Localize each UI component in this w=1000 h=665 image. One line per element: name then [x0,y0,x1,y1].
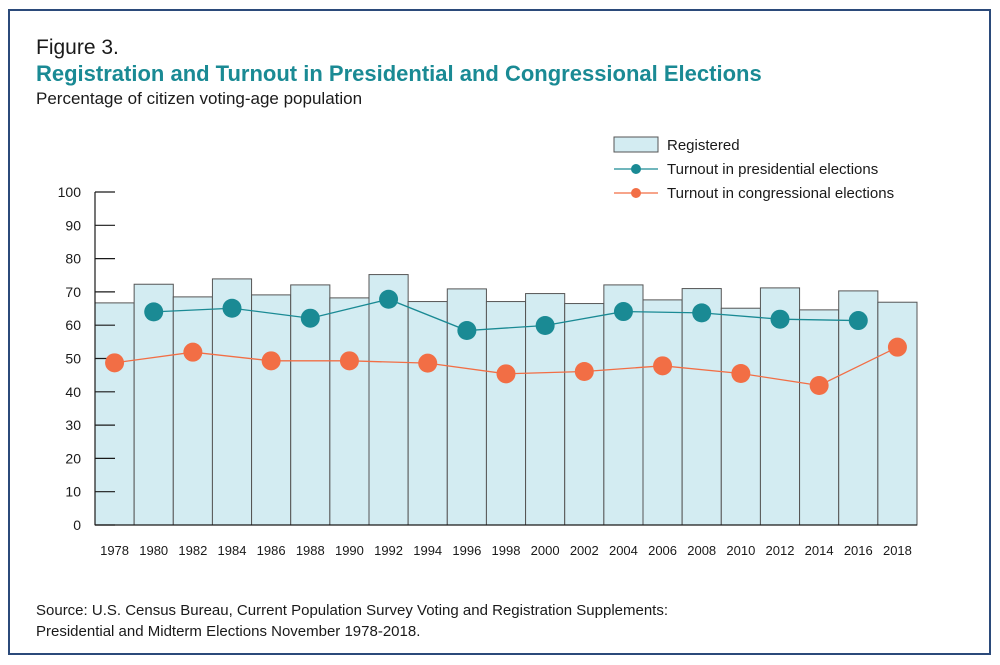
x-tick-label-1996: 1996 [452,543,481,558]
source-line-1: Source: U.S. Census Bureau, Current Popu… [36,602,669,619]
x-tick-label-2012: 2012 [766,543,795,558]
presidential-point-2008 [692,303,712,323]
y-tick-label-0: 0 [73,517,81,533]
x-tick-label-2000: 2000 [531,543,560,558]
presidential-point-2012 [770,309,790,329]
presidential-point-2004 [613,302,633,322]
bar-registered-2018 [877,301,918,526]
x-tick-label-2018: 2018 [883,543,912,558]
x-tick-label-1988: 1988 [296,543,325,558]
presidential-point-1996 [457,321,477,341]
y-tick-label-10: 10 [65,484,81,500]
bar-registered-2006 [642,299,683,526]
congressional-point-2006 [653,356,673,376]
x-tick-label-1994: 1994 [413,543,442,558]
x-tick-label-2010: 2010 [726,543,755,558]
legend: Registered Turnout in presidential elect… [613,136,894,202]
source-note: Source: U.S. Census Bureau, Current Popu… [36,600,668,642]
legend-swatch-registered [613,136,659,153]
congressional-series [105,337,907,395]
legend-label-presidential: Turnout in presidential elections [667,161,878,178]
legend-label-registered: Registered [667,137,740,154]
x-tick-label-1986: 1986 [257,543,286,558]
congressional-point-1998 [496,364,516,384]
presidential-point-1988 [300,308,320,328]
x-tick-label-1990: 1990 [335,543,364,558]
bar-registered-1980 [133,283,174,526]
y-tick-label-70: 70 [65,284,81,300]
chart-subtitle: Percentage of citizen voting-age populat… [36,89,363,108]
presidential-point-1992 [379,289,399,309]
x-tick-label-2016: 2016 [844,543,873,558]
congressional-point-2018 [887,337,907,357]
bar-registered-1992 [368,274,409,526]
y-tick-label-20: 20 [65,450,81,466]
x-tick-label-1992: 1992 [374,543,403,558]
congressional-point-1986 [261,351,281,371]
y-tick-label-90: 90 [65,217,81,233]
presidential-point-2000 [535,316,555,336]
congressional-point-1990 [339,351,359,371]
presidential-series [144,289,868,341]
x-tick-label-2006: 2006 [648,543,677,558]
x-tick-label-2014: 2014 [805,543,834,558]
figure-label: Figure 3. [36,36,119,59]
y-tick-label-50: 50 [65,351,81,367]
legend-label-congressional: Turnout in congressional elections [667,185,894,202]
y-axis: 0 10 20 30 40 50 60 70 80 90 100 [58,184,917,533]
y-tick-label-100: 100 [58,184,82,200]
bar-registered-1998 [485,301,527,526]
y-tick-label-30: 30 [65,417,81,433]
congressional-point-2010 [731,363,751,383]
bar-registered-1990 [329,297,370,526]
y-tick-label-80: 80 [65,251,81,267]
bar-registered-1982 [172,296,213,526]
congressional-point-1994 [418,353,438,373]
presidential-point-1984 [222,298,242,318]
presidential-point-2016 [848,311,868,331]
y-tick-label-60: 60 [65,317,81,333]
legend-marker-congressional [631,188,641,198]
x-tick-label-1998: 1998 [492,543,521,558]
x-axis-labels: 1978 1980 1982 1984 1986 1988 1990 1992 1994 1996… [100,543,912,558]
source-line-2: Presidential and Midterm Elections Novem… [36,623,421,640]
congressional-point-2002 [574,361,594,381]
x-tick-label-2002: 2002 [570,543,599,558]
congressional-point-1982 [183,342,203,362]
x-tick-label-2008: 2008 [687,543,716,558]
bar-registered-2002 [564,303,605,526]
chart-title: Registration and Turnout in Presidential… [36,61,762,86]
x-tick-label-1984: 1984 [218,543,247,558]
x-tick-label-1980: 1980 [139,543,168,558]
bars-layer [94,274,918,526]
x-tick-label-2004: 2004 [609,543,638,558]
presidential-line [153,298,859,332]
bar-registered-2010 [720,307,761,526]
congressional-point-1978 [105,353,125,373]
bar-registered-1986 [251,294,292,526]
y-tick-label-40: 40 [65,384,81,400]
x-tick-label-1978: 1978 [100,543,129,558]
x-tick-label-1982: 1982 [178,543,207,558]
legend-marker-presidential [631,164,641,174]
bar-registered-2014 [799,309,840,526]
congressional-point-2014 [809,375,829,395]
bar-registered-2008 [681,288,722,526]
presidential-point-1980 [144,302,164,322]
bar-registered-1994 [407,301,448,526]
